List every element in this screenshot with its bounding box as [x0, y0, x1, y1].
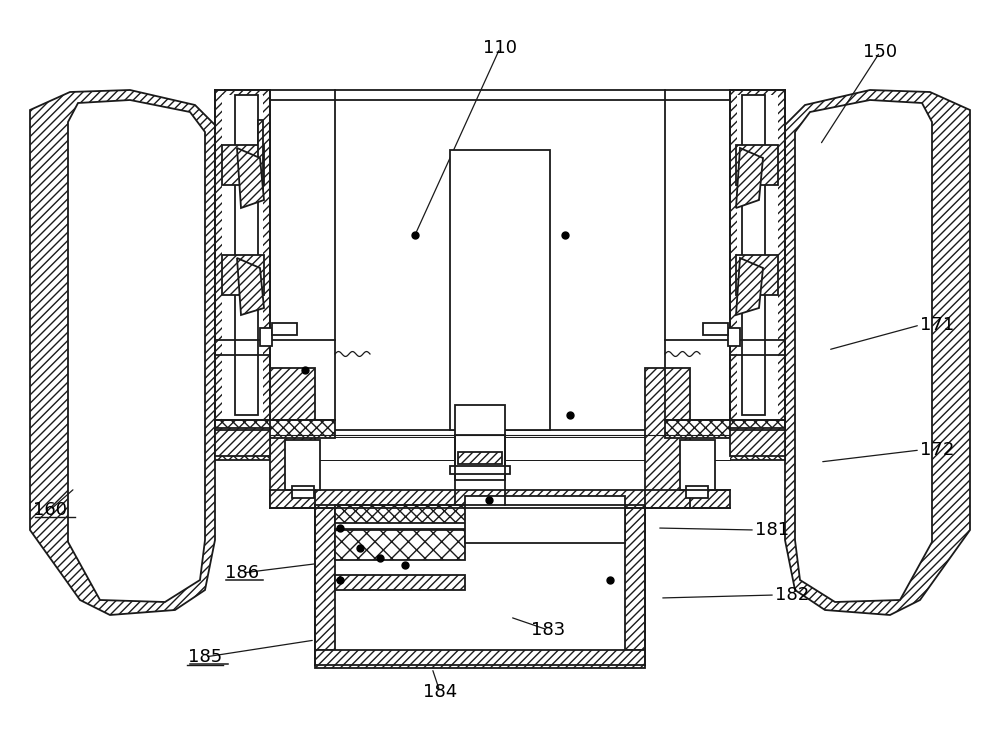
Text: 182: 182 — [775, 586, 809, 604]
Bar — [260, 328, 272, 346]
Bar — [272, 323, 297, 335]
Bar — [625, 505, 645, 650]
Bar — [270, 490, 730, 508]
Text: 171: 171 — [920, 316, 954, 334]
Bar — [680, 440, 715, 490]
Polygon shape — [237, 148, 264, 208]
Polygon shape — [736, 258, 763, 315]
Bar — [665, 420, 785, 438]
Bar — [235, 95, 258, 415]
Bar — [335, 505, 625, 523]
Text: 185: 185 — [188, 648, 222, 666]
Bar — [215, 428, 270, 456]
Polygon shape — [737, 95, 778, 420]
Polygon shape — [258, 120, 263, 200]
Bar — [742, 95, 765, 415]
Text: 184: 184 — [423, 683, 457, 701]
Bar — [215, 95, 270, 430]
Polygon shape — [68, 100, 205, 602]
Polygon shape — [222, 95, 263, 420]
Bar — [285, 440, 320, 490]
Bar — [703, 323, 728, 335]
Polygon shape — [215, 90, 270, 430]
Bar — [730, 428, 785, 456]
Bar — [450, 466, 510, 474]
Bar — [222, 145, 264, 185]
Polygon shape — [237, 258, 264, 315]
Bar — [736, 145, 778, 185]
Bar — [645, 368, 690, 508]
Bar — [222, 255, 264, 295]
Bar — [458, 452, 502, 464]
Polygon shape — [730, 90, 785, 430]
Bar — [270, 438, 730, 460]
Text: 110: 110 — [483, 39, 517, 57]
Bar — [270, 100, 730, 430]
Bar — [686, 486, 708, 498]
Text: 160: 160 — [33, 501, 67, 519]
Bar — [270, 368, 315, 508]
Bar — [335, 529, 625, 541]
Bar — [215, 420, 335, 438]
Bar — [315, 650, 645, 668]
Bar — [455, 405, 505, 480]
Bar — [292, 486, 314, 498]
Text: 181: 181 — [755, 521, 789, 539]
Bar — [315, 505, 335, 650]
Bar — [465, 496, 625, 543]
Polygon shape — [785, 90, 970, 615]
Text: 186: 186 — [225, 564, 259, 582]
Bar — [728, 328, 740, 346]
Polygon shape — [795, 100, 932, 602]
Bar — [335, 575, 465, 590]
Bar — [225, 95, 260, 420]
Bar — [450, 150, 550, 430]
Bar — [215, 438, 785, 460]
Polygon shape — [315, 505, 645, 665]
Text: 183: 183 — [531, 621, 565, 639]
Bar — [736, 255, 778, 295]
Bar — [335, 530, 465, 560]
Text: 172: 172 — [920, 441, 954, 459]
Polygon shape — [736, 148, 763, 208]
Polygon shape — [30, 90, 215, 615]
Text: 150: 150 — [863, 43, 897, 61]
